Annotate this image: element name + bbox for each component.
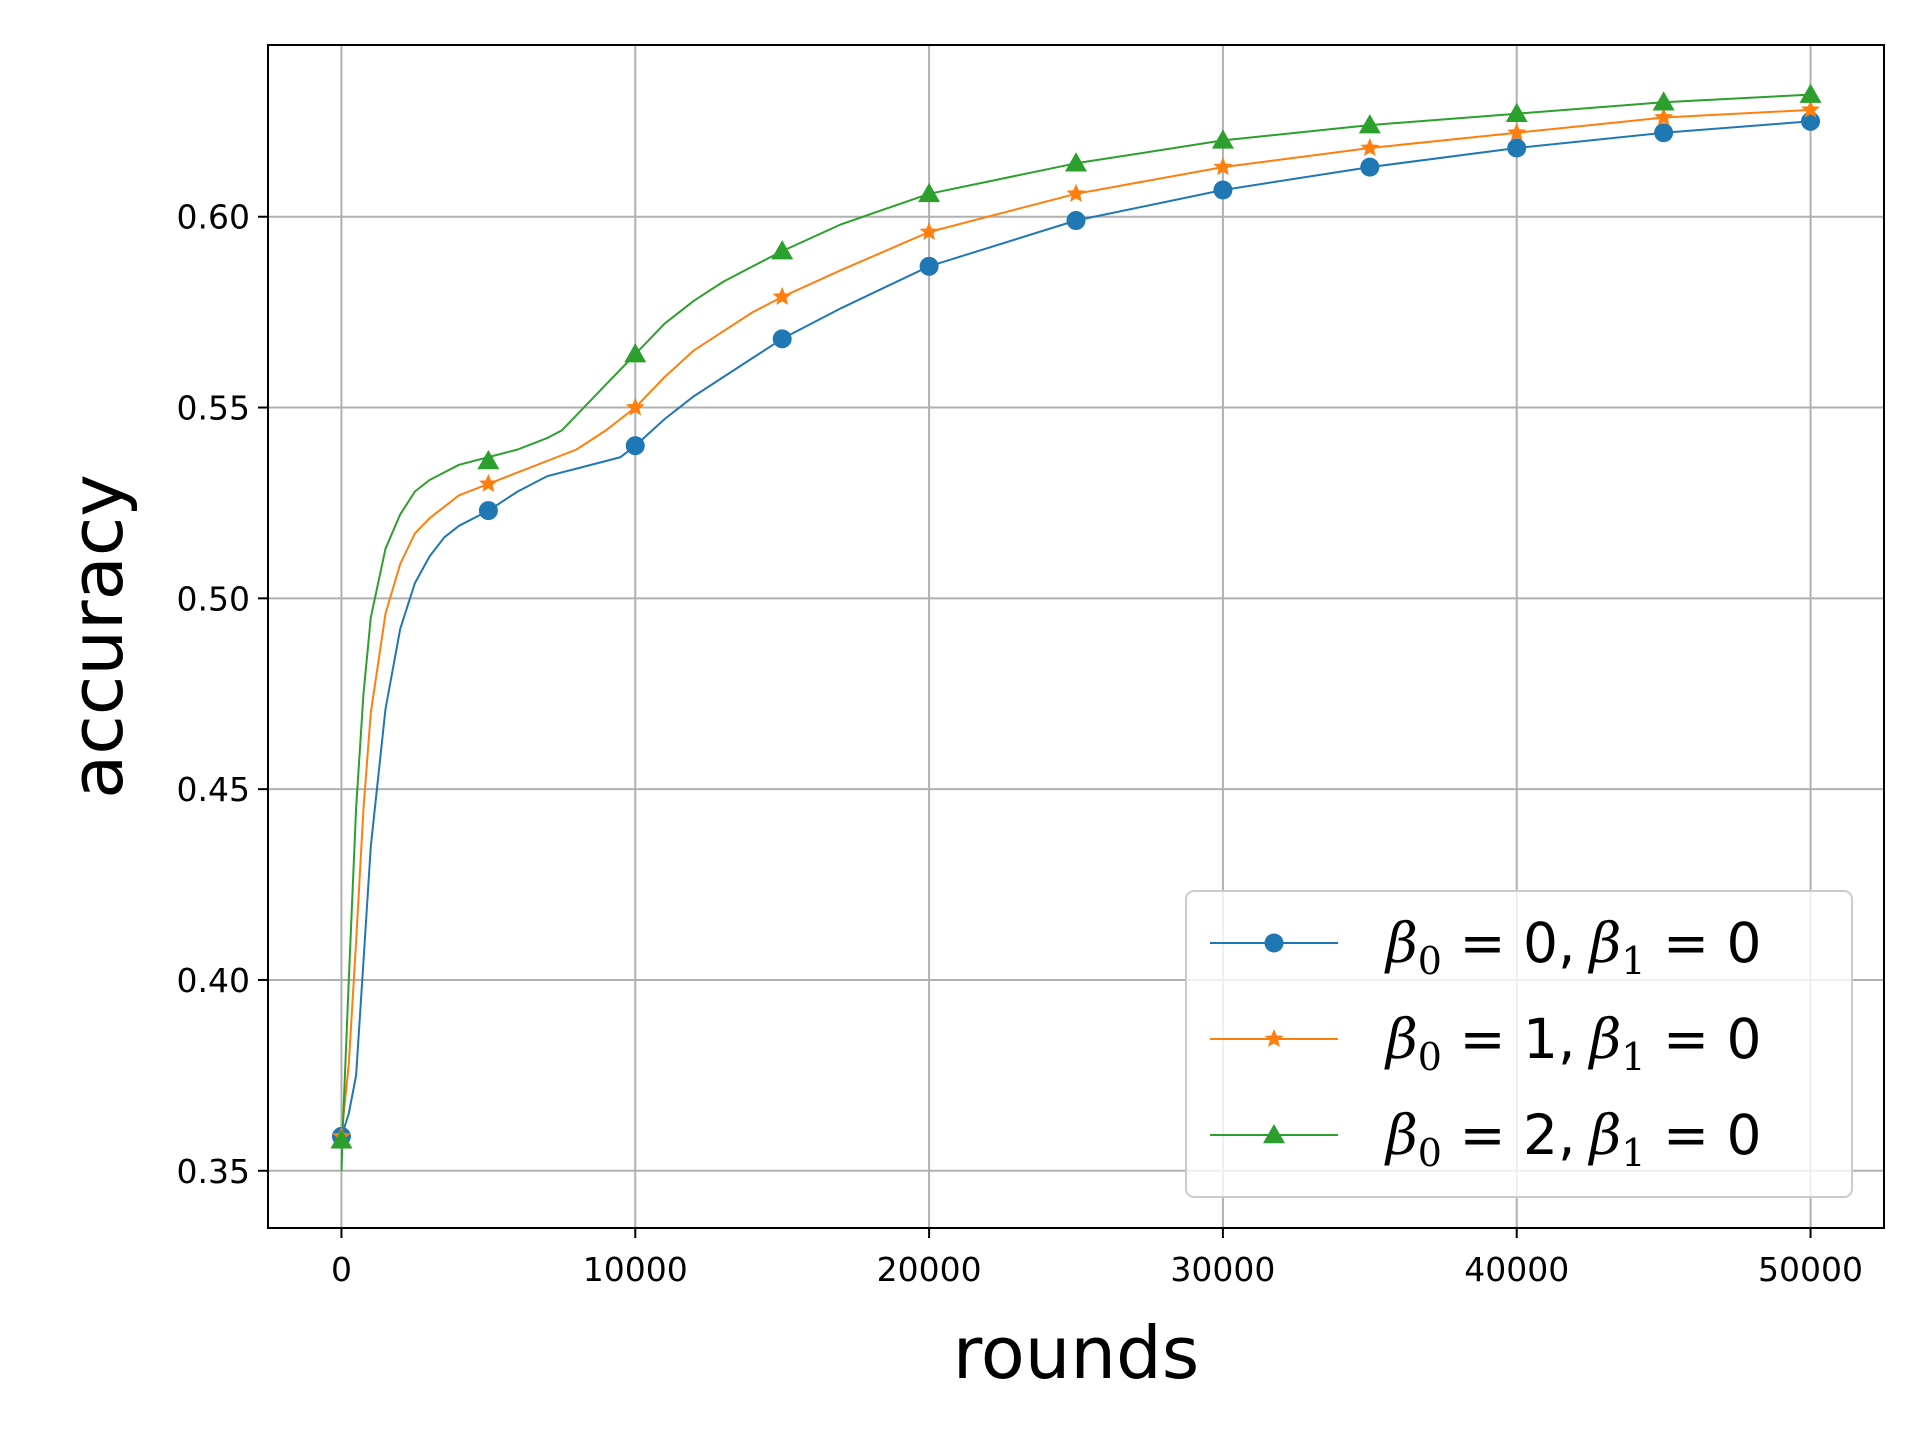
series-line-2 — [340, 93, 1811, 1171]
legend-label-0: β0 = 0, β1 = 0 — [1384, 911, 1762, 983]
legend-marker-0 — [1264, 933, 1284, 953]
x-tick-label: 30000 — [1170, 1250, 1275, 1289]
series-1-point — [1507, 122, 1527, 141]
series-markers — [330, 83, 1822, 1149]
x-tick-label: 0 — [331, 1250, 352, 1289]
legend-marker-2 — [1263, 1124, 1285, 1144]
series-2-point — [771, 240, 794, 260]
legend-label-2: β0 = 2, β1 = 0 — [1384, 1103, 1762, 1175]
series-1-point — [1360, 138, 1380, 157]
series-1-point — [1213, 157, 1233, 176]
series-1-point — [478, 473, 498, 492]
series-0-point — [625, 436, 645, 456]
series-2-point — [330, 1129, 353, 1149]
y-tick-label: 0.50 — [177, 579, 250, 618]
grid — [268, 45, 1884, 1228]
series-1-point — [1801, 99, 1821, 118]
series-1-point — [1066, 183, 1086, 202]
series-2-point — [1358, 114, 1381, 134]
y-tick-label: 0.60 — [177, 198, 250, 237]
series-0-point — [1360, 157, 1380, 177]
series-2-point — [1065, 152, 1087, 172]
x-axis-ticks: 0 10000 20000 30000 40000 50000 — [331, 1228, 1863, 1289]
x-tick-label: 10000 — [583, 1250, 688, 1289]
y-axis-ticks: 0.35 0.40 0.45 0.50 0.55 0.60 — [177, 198, 268, 1191]
series-1-point — [919, 222, 939, 241]
legend: β0 = 0, β1 = 0 β0 = 1, β1 = 0 β0 = 2, β1 = 0 — [1185, 890, 1853, 1198]
legend-marker-1 — [1264, 1029, 1284, 1048]
series-2-point — [1652, 91, 1675, 111]
series-2-point — [477, 449, 500, 470]
x-tick-label: 50000 — [1758, 1250, 1863, 1289]
y-axis-title: accuracy — [55, 474, 139, 799]
series-2-point — [918, 182, 941, 203]
series-1-point — [625, 397, 645, 416]
series-2-point — [1211, 129, 1234, 149]
series-2-point — [1505, 102, 1528, 122]
series-1-point — [772, 286, 792, 305]
series-0-point — [772, 329, 792, 349]
series-0-point — [1213, 180, 1233, 200]
x-axis-title: rounds — [953, 1311, 1200, 1395]
plot-frame — [267, 44, 1885, 1229]
series-0-point — [1507, 138, 1527, 158]
series-0-point — [478, 501, 498, 521]
x-tick-label: 40000 — [1464, 1250, 1569, 1289]
y-tick-label: 0.35 — [177, 1152, 250, 1191]
legend-label-1: β0 = 1, β1 = 0 — [1384, 1007, 1762, 1079]
y-tick-label: 0.40 — [177, 961, 250, 1000]
series-2-point — [1799, 83, 1822, 103]
series-line-1 — [340, 108, 1811, 1137]
series-0-point — [1801, 111, 1821, 131]
series-0-point — [919, 256, 939, 276]
series-0-point — [1654, 123, 1674, 143]
x-tick-label: 20000 — [877, 1250, 982, 1289]
series-0-point — [1066, 211, 1086, 231]
y-tick-label: 0.45 — [177, 770, 250, 809]
series-2-point — [624, 343, 647, 363]
series-1-point — [1654, 107, 1674, 126]
legend-box — [1185, 890, 1853, 1198]
y-tick-label: 0.55 — [177, 389, 250, 428]
